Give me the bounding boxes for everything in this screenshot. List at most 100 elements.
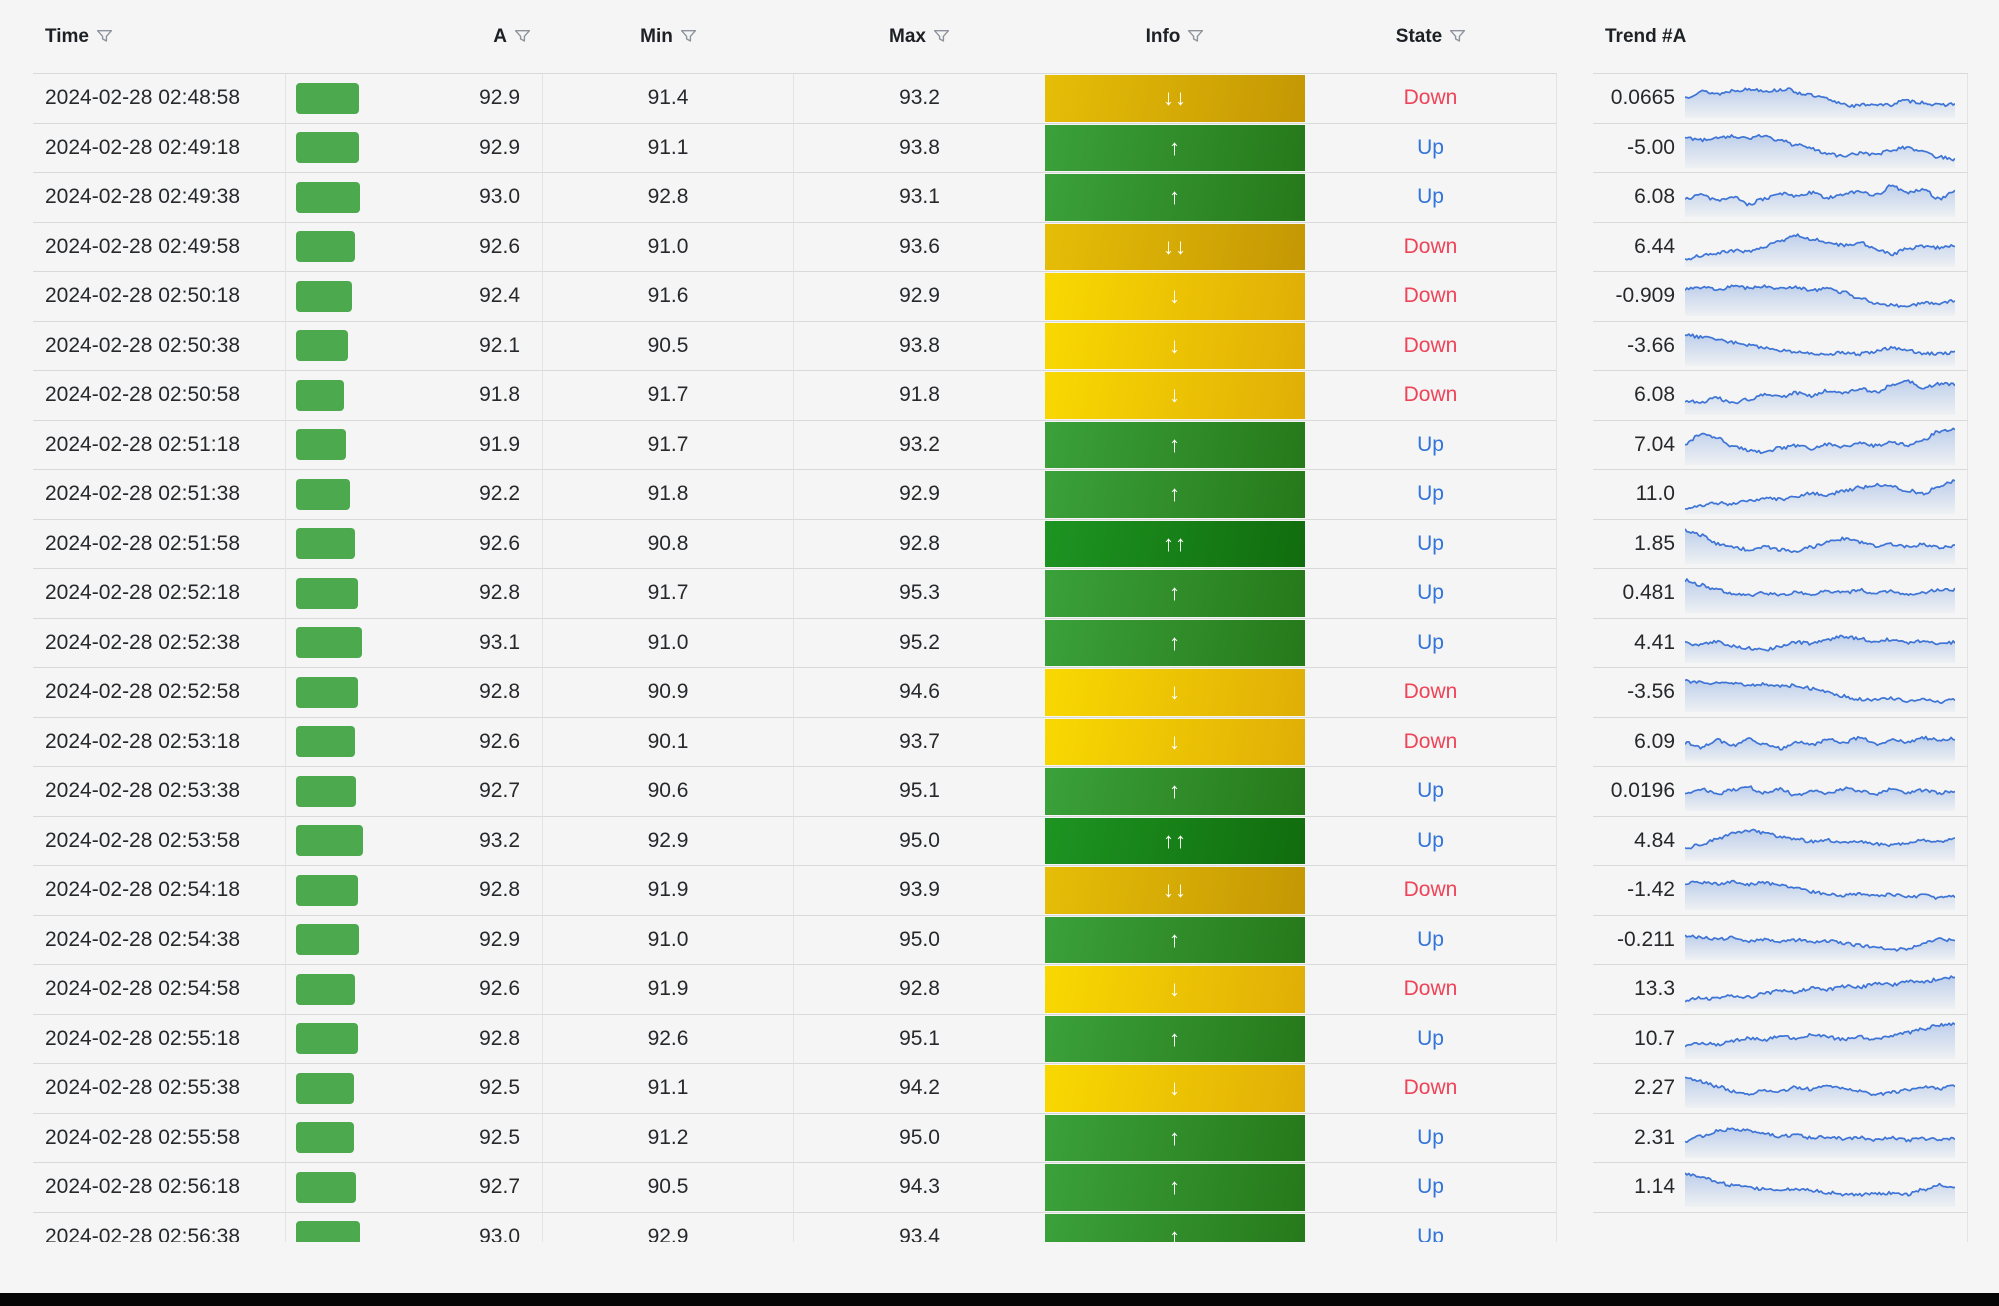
column-header-label: Min xyxy=(640,25,673,47)
time-cell: 2024-02-28 02:54:38 xyxy=(33,914,286,964)
table-row: 2024-02-28 02:51:58 92.6 90.8 92.8 ↑↑ Up… xyxy=(33,518,1968,569)
time-cell: 2024-02-28 02:51:18 xyxy=(33,419,286,469)
trend-cell: -0.909 xyxy=(1593,271,1968,321)
a-value: 92.1 xyxy=(479,333,520,357)
table-row: 2024-02-28 02:50:38 92.1 90.5 93.8 ↓ Dow… xyxy=(33,320,1968,371)
direction-arrow-icon: ↑ xyxy=(1169,580,1181,606)
gauge-bar xyxy=(296,627,362,659)
trend-cell: 7.04 xyxy=(1593,419,1968,469)
trend-value: 11.0 xyxy=(1635,482,1675,506)
trend-sparkline xyxy=(1685,528,1955,564)
column-gap xyxy=(1557,915,1593,965)
a-value: 92.8 xyxy=(479,1026,520,1050)
max-cell: 92.8 xyxy=(794,964,1045,1014)
state-value: Up xyxy=(1417,482,1444,506)
column-gap xyxy=(1557,816,1593,866)
direction-arrow-icon: ↓↓ xyxy=(1163,233,1187,259)
table-header-row: Time A Min Max Info State xyxy=(33,0,1968,73)
filter-icon[interactable] xyxy=(680,28,697,45)
column-header-min[interactable]: Min xyxy=(543,0,794,73)
trend-value: 6.08 xyxy=(1634,383,1675,407)
trend-cell: -1.42 xyxy=(1593,865,1968,915)
column-gap xyxy=(1557,73,1593,123)
trend-cell: 0.0665 xyxy=(1593,73,1968,123)
a-value-cell: 92.9 xyxy=(286,73,543,123)
state-value: Down xyxy=(1403,333,1458,357)
trend-cell: 6.08 xyxy=(1593,370,1968,420)
trend-sparkline xyxy=(1685,880,1955,911)
max-value: 92.9 xyxy=(899,284,940,308)
time-value: 2024-02-28 02:50:58 xyxy=(45,383,240,407)
info-cell: ↑ xyxy=(1045,568,1305,618)
column-header-label: A xyxy=(493,25,507,47)
trend-cell: -5.00 xyxy=(1593,122,1968,172)
min-cell: 91.0 xyxy=(543,617,794,667)
time-cell: 2024-02-28 02:49:58 xyxy=(33,221,286,271)
state-cell: Up xyxy=(1305,1162,1557,1212)
filter-icon[interactable] xyxy=(1449,28,1466,45)
time-cell: 2024-02-28 02:50:58 xyxy=(33,370,286,420)
max-value: 93.8 xyxy=(899,333,940,357)
trend-direction-pill: ↓↓ xyxy=(1045,223,1305,270)
column-header-info[interactable]: Info xyxy=(1045,0,1305,73)
a-value-cell: 92.6 xyxy=(286,964,543,1014)
info-cell: ↑ xyxy=(1045,1211,1305,1242)
state-value: Down xyxy=(1403,234,1458,258)
a-value: 92.7 xyxy=(479,779,520,803)
state-value: Up xyxy=(1417,927,1444,951)
column-header-label: State xyxy=(1395,25,1443,47)
table-row: 2024-02-28 02:53:18 92.6 90.1 93.7 ↓ Dow… xyxy=(33,716,1968,766)
max-cell: 93.8 xyxy=(794,320,1045,371)
bottom-bar xyxy=(0,1293,1999,1306)
direction-arrow-icon: ↓ xyxy=(1169,283,1181,309)
min-value: 91.8 xyxy=(647,482,689,506)
trend-value: 0.481 xyxy=(1622,581,1675,605)
gauge-bar xyxy=(296,1122,354,1154)
gauge-bar xyxy=(296,1171,356,1203)
trend-sparkline xyxy=(1685,284,1955,317)
time-cell: 2024-02-28 02:53:18 xyxy=(33,716,286,766)
data-table: Time A Min Max Info State xyxy=(33,0,1968,1242)
min-value: 92.9 xyxy=(647,828,689,852)
max-cell: 91.8 xyxy=(794,370,1045,420)
filter-icon[interactable] xyxy=(514,28,531,45)
a-value: 92.6 xyxy=(479,977,520,1001)
a-value: 93.0 xyxy=(479,185,520,209)
gauge-bar xyxy=(296,181,360,213)
max-cell: 93.8 xyxy=(794,122,1045,173)
time-cell: 2024-02-28 02:49:38 xyxy=(33,172,286,222)
column-header-time[interactable]: Time xyxy=(33,0,286,73)
min-value: 91.4 xyxy=(647,86,689,110)
a-value-cell: 92.6 xyxy=(286,221,543,271)
min-cell: 91.7 xyxy=(543,419,794,469)
state-cell: Up xyxy=(1305,172,1557,222)
state-cell: Up xyxy=(1305,469,1557,519)
column-header-trend[interactable]: Trend #A xyxy=(1593,0,1968,73)
trend-direction-pill: ↑ xyxy=(1045,768,1305,815)
state-value: Up xyxy=(1417,185,1444,209)
trend-sparkline xyxy=(1685,1127,1955,1158)
min-value: 90.8 xyxy=(647,531,689,555)
filter-icon[interactable] xyxy=(933,28,950,45)
column-gap xyxy=(1557,865,1593,915)
trend-sparkline xyxy=(1685,427,1955,465)
column-header-label: Info xyxy=(1145,25,1181,47)
state-cell: Up xyxy=(1305,914,1557,964)
max-value: 94.6 xyxy=(899,680,940,704)
filter-icon[interactable] xyxy=(1187,28,1204,45)
info-cell: ↑ xyxy=(1045,914,1305,965)
column-header-state[interactable]: State xyxy=(1305,0,1557,73)
min-cell: 92.9 xyxy=(543,815,794,865)
column-header-max[interactable]: Max xyxy=(794,0,1045,73)
direction-arrow-icon: ↑ xyxy=(1169,1025,1181,1051)
a-value-cell: 92.8 xyxy=(286,667,543,717)
state-cell: Up xyxy=(1305,766,1557,816)
info-cell: ↑↑ xyxy=(1045,518,1305,569)
column-header-a[interactable]: A xyxy=(286,0,543,73)
time-value: 2024-02-28 02:52:38 xyxy=(45,630,240,654)
state-value: Up xyxy=(1417,1125,1444,1149)
filter-icon[interactable] xyxy=(96,28,113,45)
trend-value: 6.09 xyxy=(1634,729,1675,753)
info-cell: ↓ xyxy=(1045,320,1305,371)
direction-arrow-icon: ↑ xyxy=(1169,1124,1181,1150)
